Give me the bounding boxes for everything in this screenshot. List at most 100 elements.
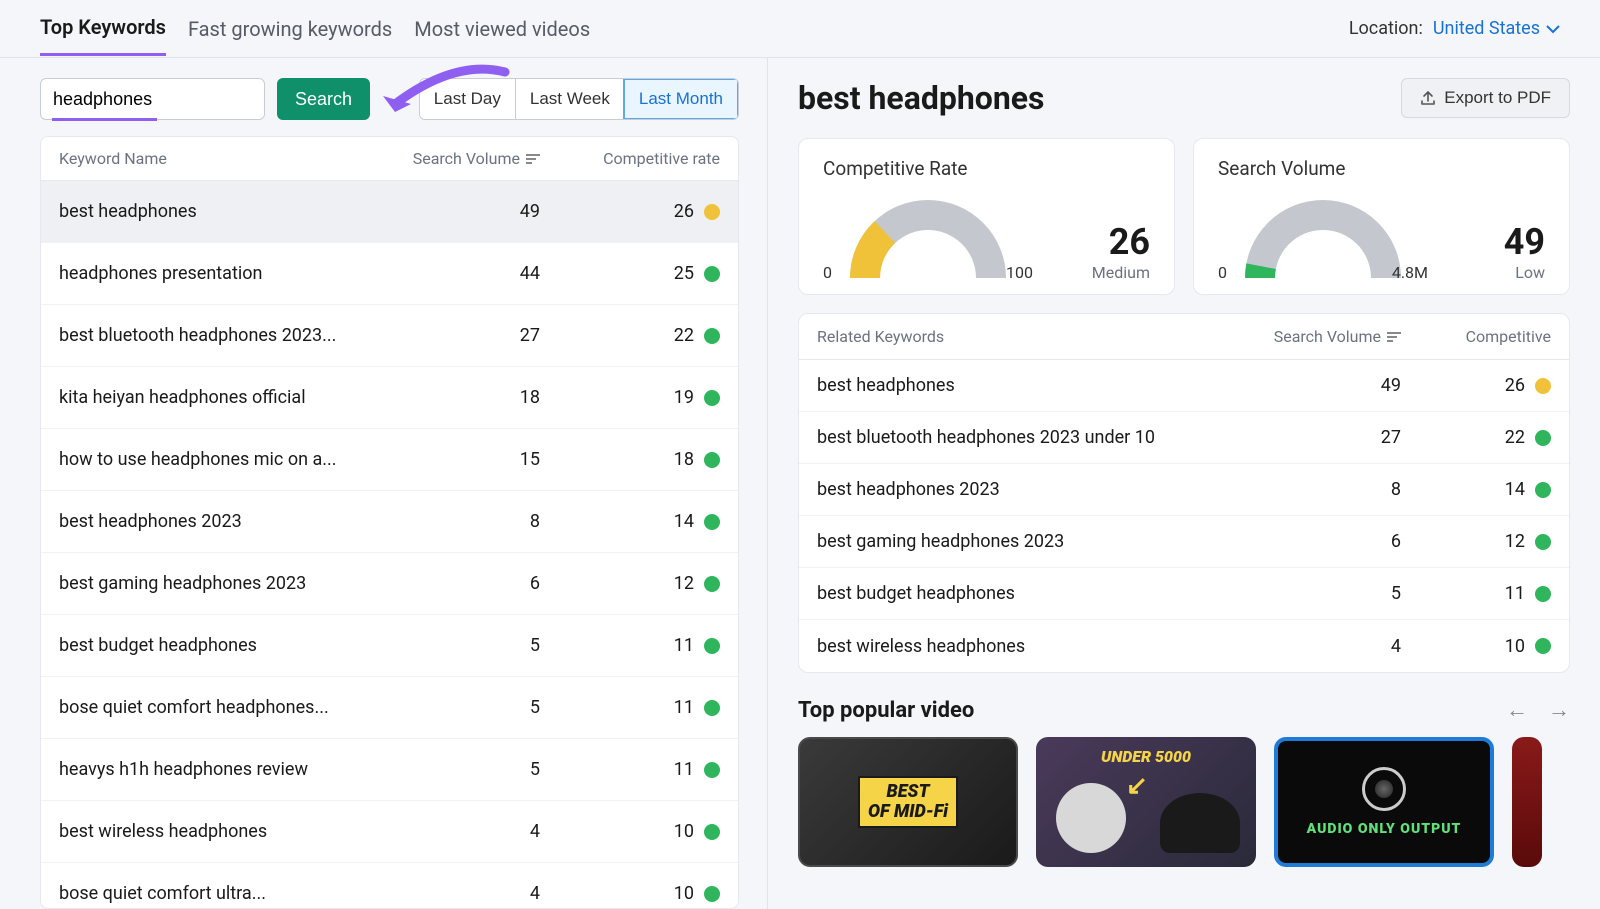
export-pdf-button[interactable]: Export to PDF [1401, 78, 1570, 118]
competitive-dot [1535, 430, 1551, 446]
competitive-dot [1535, 586, 1551, 602]
gauge-value: 26 [1092, 221, 1150, 263]
range-last-week[interactable]: Last Week [515, 79, 624, 119]
related-volume: 27 [1221, 427, 1401, 448]
keyword-volume: 4 [380, 883, 540, 904]
related-competitive: 26 [1505, 375, 1525, 396]
gauge-title: Search Volume [1218, 157, 1545, 180]
competitive-dot [704, 576, 720, 592]
related-volume: 5 [1221, 583, 1401, 604]
competitive-dot [704, 514, 720, 530]
competitive-dot [704, 700, 720, 716]
video-thumbnail[interactable]: BESTOF MID-Fi [798, 737, 1018, 867]
related-name: best wireless headphones [817, 636, 1221, 657]
gauge-max: 100 [1006, 263, 1033, 282]
tab-top-keywords[interactable]: Top Keywords [40, 1, 166, 56]
competitive-dot [704, 762, 720, 778]
keyword-volume: 49 [380, 201, 540, 222]
table-row[interactable]: best headphones 2023814 [41, 491, 738, 553]
competitive-dot [704, 886, 720, 902]
keyword-name: best headphones 2023 [59, 511, 380, 532]
keyword-volume: 18 [380, 387, 540, 408]
competitive-dot [1535, 482, 1551, 498]
gauge-title: Competitive Rate [823, 157, 1150, 180]
keyword-volume: 4 [380, 821, 540, 842]
table-row[interactable]: best headphones 20238 14 [799, 464, 1569, 516]
search-input[interactable] [40, 78, 265, 120]
related-name: best headphones 2023 [817, 479, 1221, 500]
keyword-competitive: 10 [674, 883, 694, 904]
video-thumbnail[interactable]: AUDIO ONLY OUTPUT [1274, 737, 1494, 867]
detail-title: best headphones [798, 79, 1044, 117]
gauge-label: Medium [1092, 263, 1150, 282]
table-row[interactable]: heavys h1h headphones review511 [41, 739, 738, 801]
column-competitive-rate[interactable]: Competitive rate [540, 149, 720, 168]
competitive-dot [704, 638, 720, 654]
keyword-name: best headphones [59, 201, 380, 222]
related-name: best headphones [817, 375, 1221, 396]
table-row[interactable]: best headphones49 26 [799, 360, 1569, 412]
location-dropdown[interactable]: United States [1433, 18, 1560, 39]
table-row[interactable]: best budget headphones511 [799, 568, 1569, 620]
keyword-volume: 15 [380, 449, 540, 470]
range-last-day[interactable]: Last Day [420, 79, 515, 119]
related-competitive: 12 [1505, 531, 1525, 552]
keyword-name: headphones presentation [59, 263, 380, 284]
sort-icon [526, 154, 540, 164]
table-row[interactable]: headphones presentation44 25 [41, 243, 738, 305]
table-row[interactable]: best gaming headphones 2023612 [41, 553, 738, 615]
related-competitive: 14 [1505, 479, 1525, 500]
related-name: best gaming headphones 2023 [817, 531, 1221, 552]
competitive-dot [704, 328, 720, 344]
keyword-name: best gaming headphones 2023 [59, 573, 380, 594]
column-related-volume[interactable]: Search Volume [1221, 327, 1401, 346]
video-next-button[interactable]: → [1548, 697, 1570, 723]
column-search-volume[interactable]: Search Volume [380, 149, 540, 168]
column-related-competitive[interactable]: Competitive [1401, 327, 1551, 346]
range-last-month[interactable]: Last Month [623, 78, 739, 120]
table-row[interactable]: best gaming headphones 20236 12 [799, 516, 1569, 568]
table-row[interactable]: best headphones4926 [41, 181, 738, 243]
video-thumbnail[interactable] [1512, 737, 1542, 867]
table-row[interactable]: best bluetooth headphones 2023 under 102… [799, 412, 1569, 464]
keyword-competitive: 25 [674, 263, 694, 284]
related-volume: 8 [1221, 479, 1401, 500]
competitive-rate-card: Competitive Rate 0 100 26 Medium [798, 138, 1175, 295]
annotation-underline [52, 118, 157, 121]
keyword-name: how to use headphones mic on a... [59, 449, 380, 470]
related-volume: 6 [1221, 531, 1401, 552]
table-row[interactable]: bose quiet comfort headphones...511 [41, 677, 738, 739]
top-popular-video-title: Top popular video [798, 698, 974, 723]
related-competitive: 22 [1505, 427, 1525, 448]
table-row[interactable]: best wireless headphones410 [41, 801, 738, 863]
video-prev-button[interactable]: ← [1506, 697, 1528, 723]
search-button[interactable]: Search [277, 78, 370, 120]
related-competitive: 10 [1505, 636, 1525, 657]
video-thumbnail[interactable]: UNDER 5000 ↙ [1036, 737, 1256, 867]
related-volume: 49 [1221, 375, 1401, 396]
table-row[interactable]: bose quiet comfort ultra...4 10 [41, 863, 738, 908]
table-row[interactable]: best wireless headphones410 [799, 620, 1569, 672]
keyword-volume: 44 [380, 263, 540, 284]
tab-fast-growing[interactable]: Fast growing keywords [188, 3, 392, 55]
keyword-competitive: 14 [674, 511, 694, 532]
keyword-volume: 5 [380, 635, 540, 656]
column-keyword-name[interactable]: Keyword Name [59, 149, 380, 168]
table-row[interactable]: best bluetooth headphones 2023...2722 [41, 305, 738, 367]
gauge-max: 4.8M [1392, 263, 1428, 282]
related-keywords-table: Related Keywords Search Volume Competiti… [798, 313, 1570, 673]
keyword-name: heavys h1h headphones review [59, 759, 380, 780]
column-related-keywords[interactable]: Related Keywords [817, 327, 1221, 346]
competitive-dot [704, 204, 720, 220]
keyword-name: kita heiyan headphones official [59, 387, 380, 408]
table-row[interactable]: best budget headphones511 [41, 615, 738, 677]
keyword-competitive: 22 [674, 325, 694, 346]
table-row[interactable]: how to use headphones mic on a...1518 [41, 429, 738, 491]
gauge-value: 49 [1504, 221, 1545, 263]
keyword-name: bose quiet comfort ultra... [59, 883, 380, 904]
keyword-competitive: 11 [674, 759, 694, 780]
keyword-competitive: 10 [674, 821, 694, 842]
tab-most-viewed[interactable]: Most viewed videos [414, 3, 590, 55]
keyword-competitive: 11 [674, 635, 694, 656]
table-row[interactable]: kita heiyan headphones official1819 [41, 367, 738, 429]
